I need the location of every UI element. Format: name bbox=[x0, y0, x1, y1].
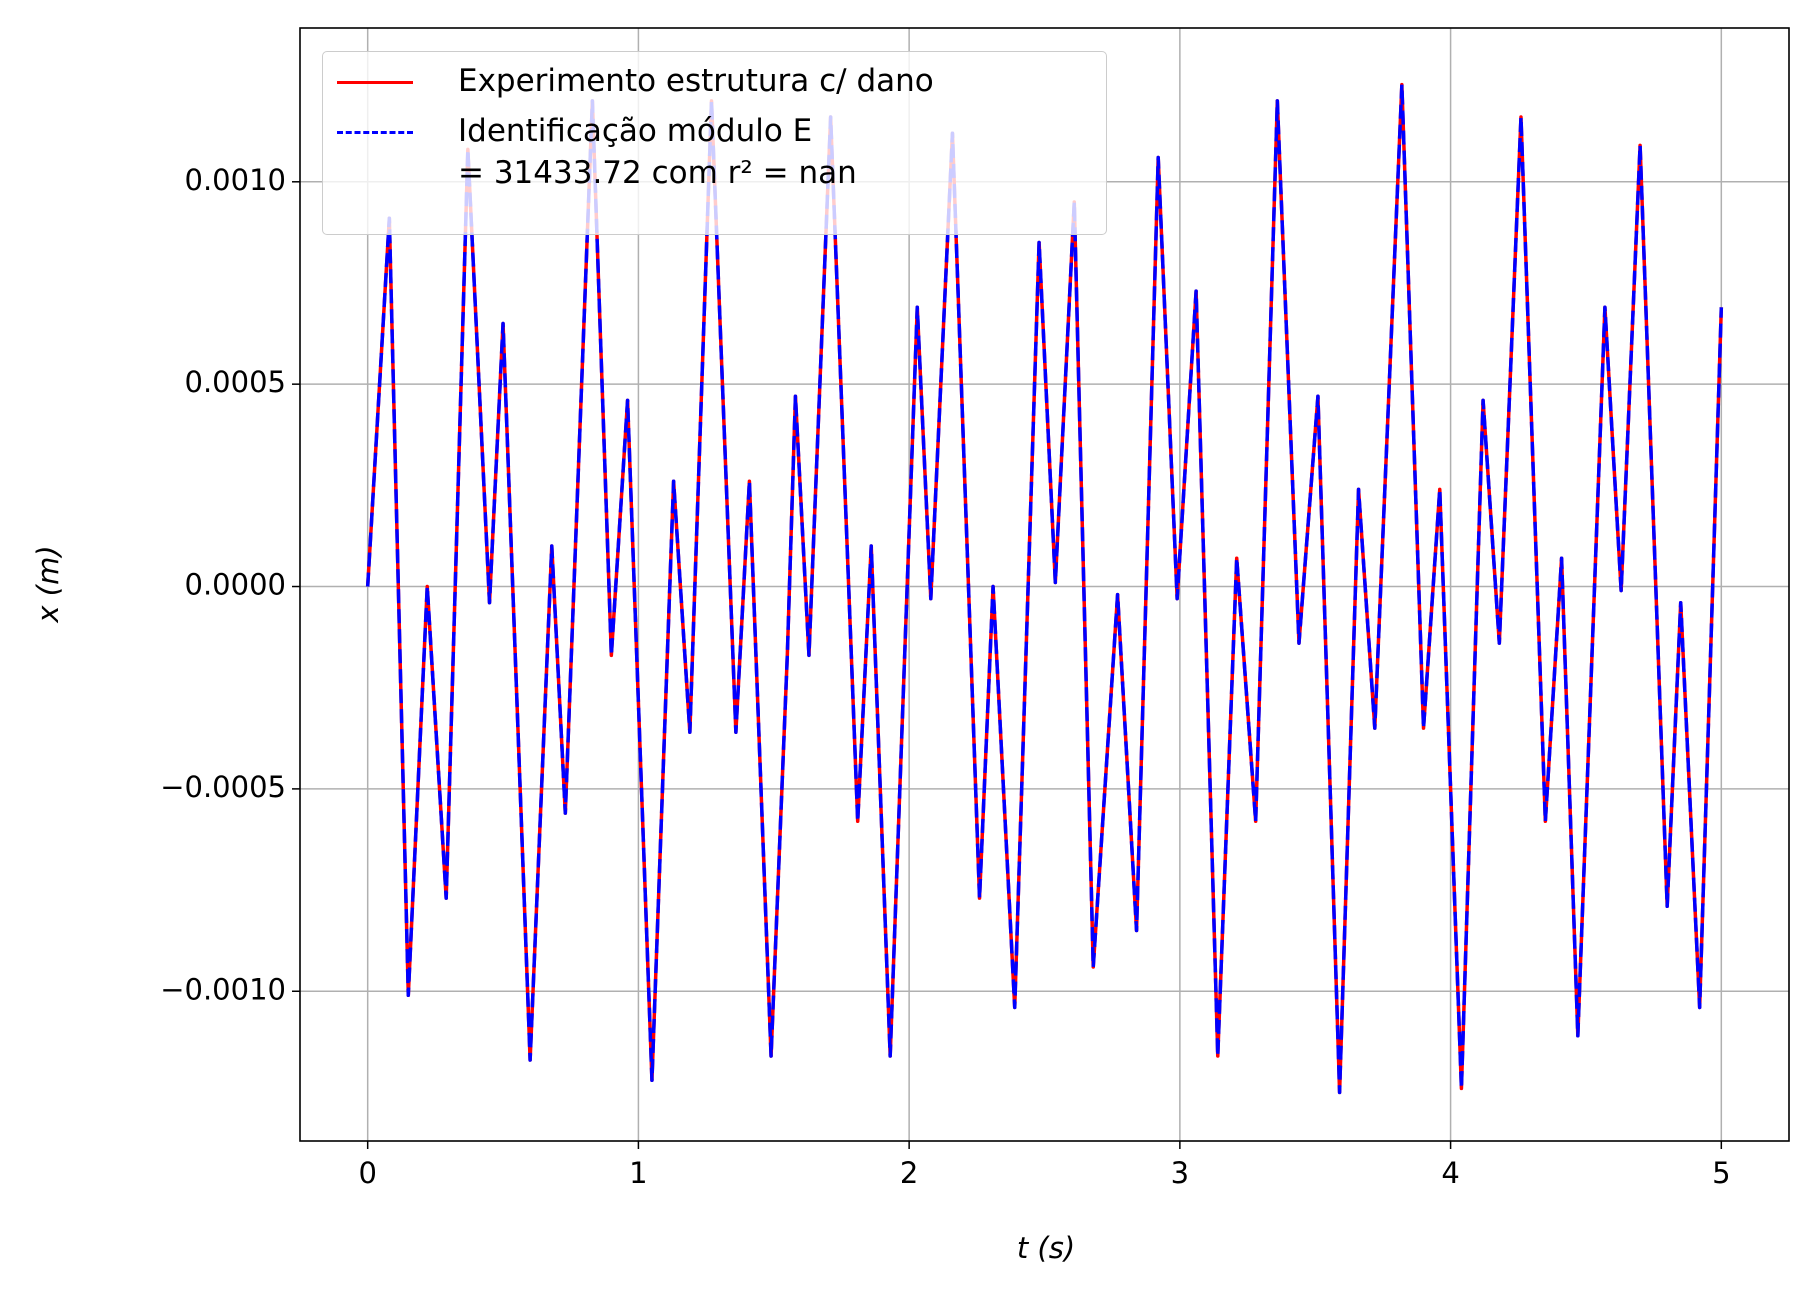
x-tick-label: 3 bbox=[1171, 1156, 1189, 1190]
x-tick-label: 0 bbox=[358, 1156, 376, 1190]
y-tick-label: −0.0010 bbox=[160, 972, 286, 1006]
y-tick-label: −0.0005 bbox=[160, 770, 286, 804]
x-tick-label: 5 bbox=[1712, 1156, 1730, 1190]
x-tick-label: 4 bbox=[1441, 1156, 1459, 1190]
x-axis-label: t (s) bbox=[1017, 1231, 1075, 1265]
legend-label: Experimento estrutura c/ dano bbox=[458, 63, 934, 99]
data-line bbox=[365, 82, 1724, 1095]
y-axis-label: x (m) bbox=[31, 545, 65, 623]
y-tick-label: 0.0010 bbox=[185, 163, 286, 197]
y-tick-label: 0.0000 bbox=[185, 568, 286, 602]
plot-frame bbox=[299, 27, 1790, 1142]
legend-swatch bbox=[337, 81, 413, 84]
x-tick-label: 2 bbox=[900, 1156, 918, 1190]
x-tick-label: 1 bbox=[629, 1156, 647, 1190]
y-tick-label: 0.0005 bbox=[185, 365, 286, 399]
legend: Experimento estrutura c/ dano Identificaç… bbox=[322, 51, 1107, 235]
legend-swatch bbox=[337, 131, 413, 134]
data-line bbox=[365, 82, 1724, 1095]
legend-label: Identificação módulo E = 31433.72 com r²… bbox=[458, 113, 857, 191]
